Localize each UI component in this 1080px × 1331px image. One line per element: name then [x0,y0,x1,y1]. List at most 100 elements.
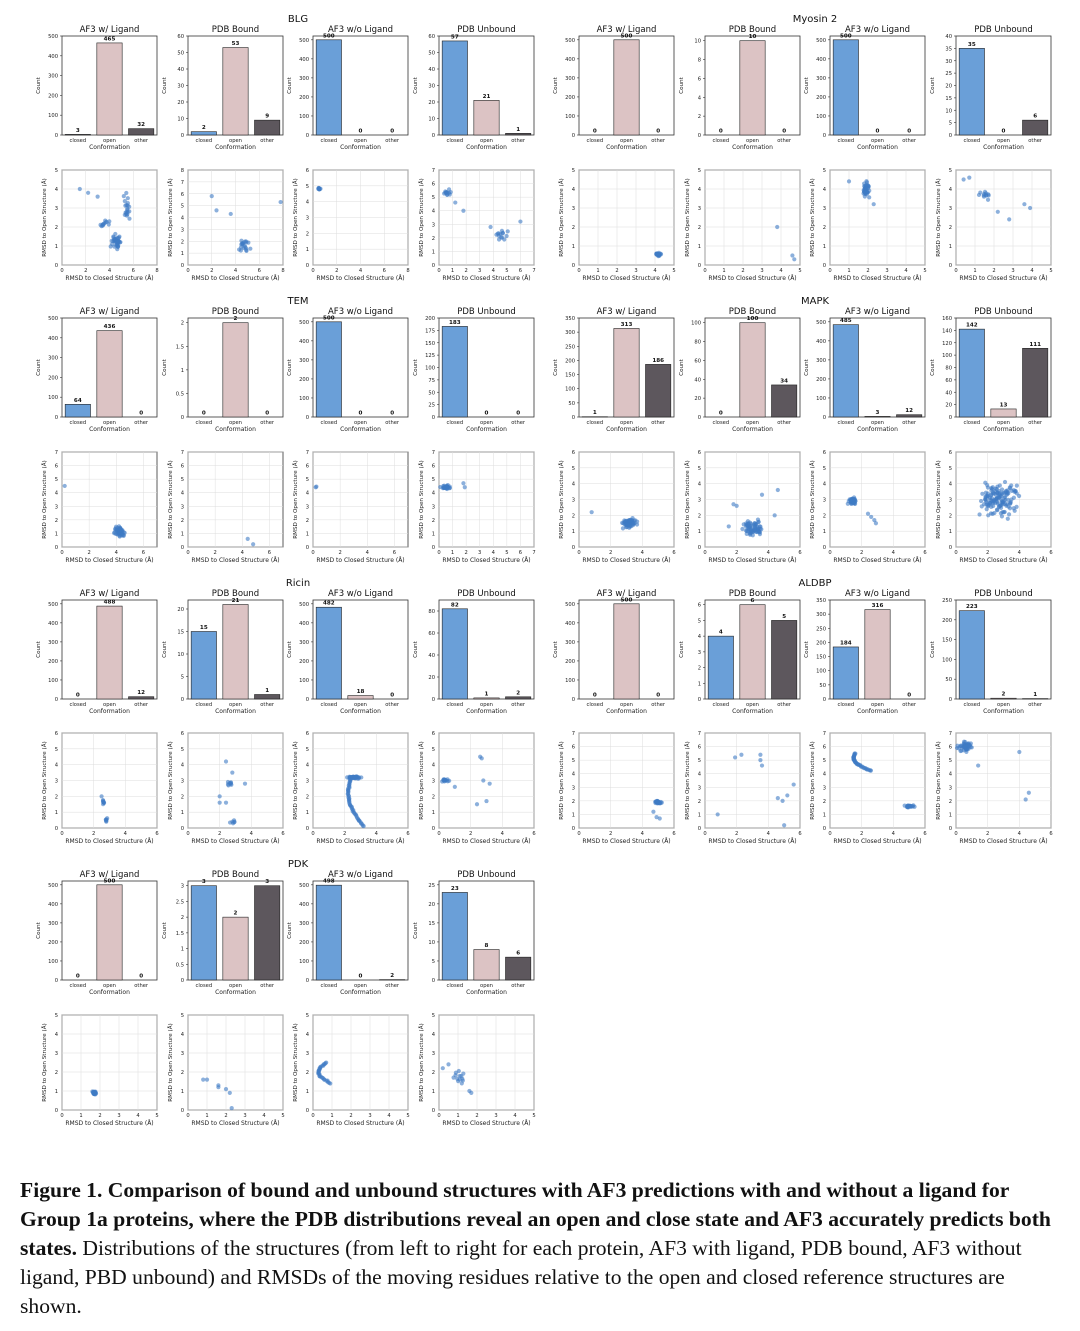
y-tick-label: 0 [572,545,575,551]
y-tick-label: 7 [181,450,184,456]
x-tick-label: 4 [108,268,112,274]
y-tick-label: 300 [565,640,575,646]
bar-other [254,694,281,700]
x-tick-label: closed [964,702,981,708]
x-tick-label: 5 [532,1113,535,1119]
plot-frame [829,169,926,266]
scatter-point [1012,489,1017,494]
scatter-point [873,521,879,526]
y-tick-label: 2 [306,518,309,524]
bar-value-label: 0 [390,129,394,135]
bar-value-label: 0 [359,129,363,135]
x-tick-label: 5 [281,1113,284,1119]
y-tick-label: 5 [949,758,952,764]
y-tick-label: 4 [181,216,185,222]
x-tick-label: other [134,983,149,989]
y-tick-label: 50 [945,677,952,683]
bar-chart-3: PDB Unbound 0 50 100 150 200 250 Count 223 closed… [930,589,1052,715]
x-tick-label: open [997,420,1010,426]
bar-value-label: 500 [621,597,633,603]
plot-frame [829,732,926,829]
x-tick-label: closed [196,702,213,708]
x-tick-label: 6 [519,550,522,556]
bar-value-label: 1 [593,410,597,416]
x-tick-label: other [651,138,666,144]
scatter-point [227,820,233,825]
bar-value-label: 498 [323,879,335,885]
x-tick-label: 0 [577,550,580,556]
y-tick-label: 100 [816,114,826,120]
y-tick-label: 3 [181,227,184,233]
y-tick-label: 5 [181,675,184,681]
x-tick-label: other [385,420,400,426]
x-tick-label: 4 [366,550,370,556]
bar-chart-2: AF3 w/o Ligand 0 50 100 150 200 250 300 350 Count… [804,589,926,715]
x-tick-label: 0 [828,268,831,274]
y-tick-label: 30 [428,84,435,90]
y-axis-label: Count [162,76,168,93]
y-tick-label: 15 [177,630,184,636]
scatter-point [504,233,509,239]
scatter-point [976,763,981,768]
scatter-point [457,1077,462,1082]
x-tick-label: 2 [92,831,95,837]
scatter-point [752,520,757,526]
y-tick-label: 300 [816,76,826,82]
y-tick-label: 7 [432,168,435,174]
scatter-point [1007,485,1012,490]
bar-other [505,133,532,136]
x-axis-label: Conformation [89,708,130,715]
x-tick-label: 2 [343,831,346,837]
y-tick-label: 6 [823,450,826,456]
bar-chart-0: AF3 w/ Ligand 0 100 200 300 400 500 Count 0 close… [36,870,158,996]
x-axis-label: Conformation [215,708,256,715]
y-axis-label: RMSD to Open Structure (Å) [292,741,299,819]
x-tick-label: 3 [117,1113,120,1119]
scatter-point [744,528,749,533]
bar-value-label: 100 [747,316,759,322]
x-tick-label: 2 [860,550,863,556]
bar-closed [64,404,91,418]
y-tick-label: 0 [698,697,701,703]
protein-title: ALDBP [798,578,831,589]
scatter-point [634,522,640,527]
y-tick-label: 2 [432,1070,435,1076]
y-tick-label: 2 [823,225,826,231]
bar-value-label: 0 [656,693,660,699]
scatter-point [452,784,457,789]
scatter-point [127,204,132,209]
scatter-point [217,800,222,805]
y-tick-label: 4 [306,1032,310,1038]
y-tick-label: 5 [55,477,58,483]
bar-closed [315,39,342,136]
y-tick-label: 300 [299,358,309,364]
y-tick-label: 7 [949,731,952,737]
x-tick-label: closed [447,420,464,426]
scatter-point [461,208,466,213]
bar-value-label: 465 [104,36,116,42]
y-tick-label: 6 [306,731,309,737]
y-axis-label: Count [162,921,168,938]
x-tick-label: other [1028,420,1043,426]
plot-frame [312,880,409,981]
bar-closed [832,324,859,418]
y-tick-label: 0 [181,826,184,832]
y-tick-label: 125 [425,353,435,359]
y-tick-label: 2 [949,225,952,231]
x-tick-label: other [134,420,149,426]
scatter-plot-3: 0 2 4 6 0 1 2 3 4 5 6 7 RMSD to Closed Structure (Å)… [935,731,1053,845]
x-tick-label: 5 [505,268,508,274]
x-tick-label: open [620,702,633,708]
x-tick-label: open [103,702,116,708]
bar-chart-3: PDB Unbound 0 25 50 75 100 125 150 175 200 Count 18… [413,307,535,433]
y-tick-label: 25 [428,403,435,409]
y-tick-label: 0 [181,415,184,421]
y-tick-label: 20 [428,100,435,106]
x-axis-label: RMSD to Closed Structure (Å) [316,275,404,282]
scatter-point [775,224,780,230]
x-tick-label: closed [447,983,464,989]
panel-title: PDB Unbound [974,25,1033,35]
